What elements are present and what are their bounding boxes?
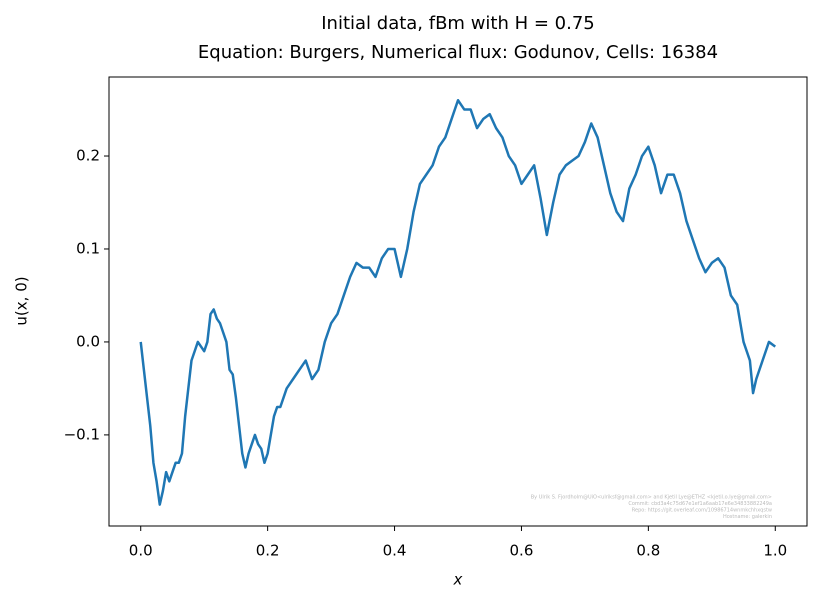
x-tick-label: 0.6 (510, 542, 534, 560)
watermark: Commit: cbd3a4c75d67e1ef1a6aab17e6e34833… (628, 501, 772, 507)
x-tick-label: 1.0 (763, 542, 787, 560)
x-axis-label: x (453, 571, 463, 589)
data-line (139, 98, 777, 506)
plot-frame (108, 76, 808, 527)
x-tick-label: 0.4 (383, 542, 407, 560)
watermark: By Ulrik S. Fjordholm@UiO<ulriksf@gmail.… (531, 495, 772, 501)
x-tick-label: 0.2 (256, 542, 280, 560)
y-tick-label: 0.0 (76, 332, 100, 350)
watermark: Repo: https://git.overleaf.com/10986714w… (632, 508, 772, 514)
y-axis-label: u(x, 0) (13, 276, 31, 325)
y-tick-label: 0.1 (76, 239, 100, 257)
chart-title: Initial data, fBm with H = 0.75 (321, 13, 595, 34)
chart-subtitle: Equation: Burgers, Numerical flux: Godun… (198, 42, 718, 63)
y-tick-label: −0.1 (64, 425, 100, 443)
y-tick-label: 0.2 (76, 147, 100, 165)
x-tick-label: 0.8 (636, 542, 660, 560)
watermark: Hostname: galerkin (723, 514, 772, 520)
x-tick-label: 0.0 (129, 542, 153, 560)
